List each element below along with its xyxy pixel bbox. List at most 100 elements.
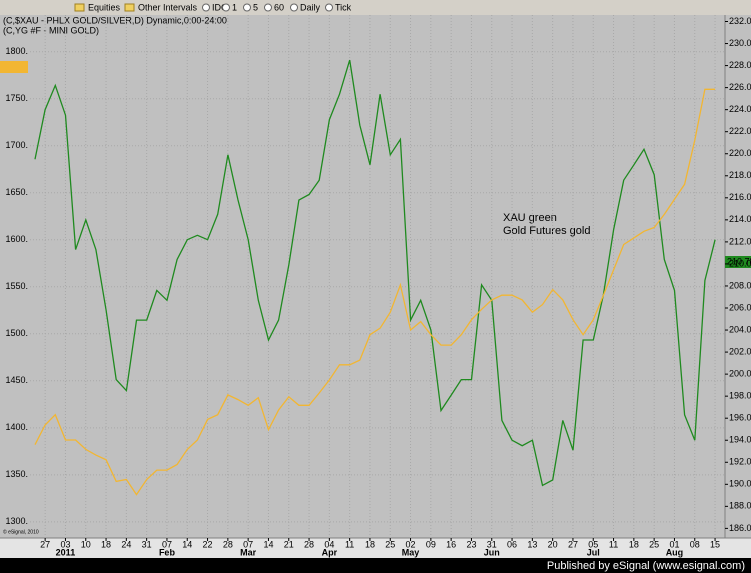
y-tick-label: 1700. [5, 140, 28, 150]
y2-tick-label: 200.00 [729, 368, 751, 378]
x-tick-label: 04 [324, 539, 334, 549]
y-tick-label: 1450. [5, 375, 28, 385]
x-group-label: Apr [322, 547, 338, 557]
x-tick-label: 31 [487, 539, 497, 549]
toolbar-item[interactable]: 1 [232, 2, 237, 12]
y-tick-label: 1300. [5, 516, 28, 526]
radio-icon[interactable] [202, 3, 210, 12]
x-tick-label: 03 [60, 539, 70, 549]
y2-tick-label: 188.00 [729, 501, 751, 511]
y2-tick-label: 232.00 [729, 16, 751, 26]
radio-icon[interactable] [222, 3, 230, 12]
x-tick-label: 02 [406, 539, 416, 549]
price-label: 210.78 [727, 256, 751, 266]
x-tick-label: 16 [446, 539, 456, 549]
price-box [0, 61, 28, 73]
y2-tick-label: 198.00 [729, 391, 751, 401]
x-tick-label: 27 [40, 539, 50, 549]
toolbar-item[interactable]: IDC [212, 2, 228, 12]
y-tick-label: 1350. [5, 469, 28, 479]
x-tick-label: 25 [649, 539, 659, 549]
x-group-label: Mar [240, 547, 257, 557]
x-tick-label: 11 [609, 539, 618, 549]
radio-icon[interactable] [243, 3, 251, 12]
x-tick-label: 09 [426, 539, 436, 549]
x-tick-label: 22 [203, 539, 213, 549]
y2-tick-label: 210.00 [729, 258, 751, 268]
x-tick-label: 15 [710, 539, 720, 549]
y2-tick-label: 224.00 [729, 104, 751, 114]
y2-tick-label: 202.00 [729, 346, 751, 356]
toolbar [0, 0, 751, 15]
toolbar-item[interactable]: 60 [274, 2, 284, 12]
x-tick-label: 10 [81, 539, 91, 549]
y2-tick-label: 196.00 [729, 413, 751, 423]
y2-tick-label: 186.00 [729, 523, 751, 533]
y2-tick-label: 220.00 [729, 148, 751, 158]
toolbar-item[interactable]: Other Intervals [138, 2, 198, 12]
chart-subtitle: (C,YG #F - MINI GOLD) [3, 25, 99, 35]
x-tick-label: 24 [121, 539, 131, 549]
footer-band [0, 558, 751, 573]
y2-tick-label: 218.00 [729, 170, 751, 180]
toolbar-item[interactable]: Tick [335, 2, 352, 12]
x-tick-label: 01 [669, 539, 679, 549]
toolbar-item[interactable]: Daily [300, 2, 321, 12]
annotation: XAU green [503, 212, 557, 224]
y2-tick-label: 230.00 [729, 38, 751, 48]
series-line [34, 88, 716, 496]
folder-icon[interactable] [74, 3, 85, 12]
y2-tick-label: 228.00 [729, 60, 751, 70]
y2-tick-label: 206.00 [729, 302, 751, 312]
y2-tick-label: 222.00 [729, 126, 751, 136]
x-axis-band [0, 538, 751, 558]
y2-tick-label: 208.00 [729, 280, 751, 290]
footer: Published by eSignal (www.esignal.com) [547, 560, 745, 572]
x-tick-label: 20 [548, 539, 558, 549]
x-tick-label: 25 [385, 539, 395, 549]
annotation: Gold Futures gold [503, 225, 590, 237]
x-tick-label: 05 [588, 539, 598, 549]
x-tick-label: 11 [345, 539, 354, 549]
y-tick-label: 1500. [5, 328, 28, 338]
x-tick-label: 14 [263, 539, 273, 549]
x-tick-label: 28 [304, 539, 314, 549]
y-tick-label: 1400. [5, 422, 28, 432]
x-tick-label: 06 [507, 539, 517, 549]
chart-title: (C,$XAU - PHLX GOLD/SILVER,D) Dynamic,0:… [3, 15, 227, 25]
x-tick-label: 18 [101, 539, 111, 549]
y2-tick-label: 216.00 [729, 192, 751, 202]
folder-icon[interactable] [124, 3, 135, 12]
y-tick-label: 1800. [5, 46, 28, 56]
x-group-label: Feb [159, 547, 176, 557]
x-group-label: Jul [587, 547, 600, 557]
x-tick-label: 21 [284, 539, 294, 549]
price-box [725, 256, 751, 268]
y2-tick-label: 194.00 [729, 435, 751, 445]
toolbar-item[interactable]: Equities [88, 2, 121, 12]
y2-tick-label: 214.00 [729, 214, 751, 224]
x-group-label: Jun [484, 547, 500, 557]
x-group-label: Aug [666, 547, 684, 557]
y2-tick-label: 192.00 [729, 457, 751, 467]
x-tick-label: 08 [690, 539, 700, 549]
x-group-label: May [402, 547, 420, 557]
radio-icon[interactable] [325, 3, 333, 12]
x-group-label: 2011 [56, 547, 76, 557]
x-tick-label: 13 [527, 539, 537, 549]
toolbar-item[interactable]: 5 [253, 2, 258, 12]
radio-icon[interactable] [264, 3, 272, 12]
radio-icon[interactable] [290, 3, 298, 12]
x-tick-label: 28 [223, 539, 233, 549]
y-tick-label: 1650. [5, 187, 28, 197]
y-tick-label: 1550. [5, 281, 28, 291]
y2-tick-label: 212.00 [729, 236, 751, 246]
x-tick-label: 18 [365, 539, 375, 549]
x-tick-label: 23 [466, 539, 476, 549]
x-tick-label: 07 [243, 539, 253, 549]
plot-background [0, 15, 751, 538]
x-tick-label: 14 [182, 539, 192, 549]
x-tick-label: 31 [142, 539, 152, 549]
x-tick-label: 27 [568, 539, 578, 549]
